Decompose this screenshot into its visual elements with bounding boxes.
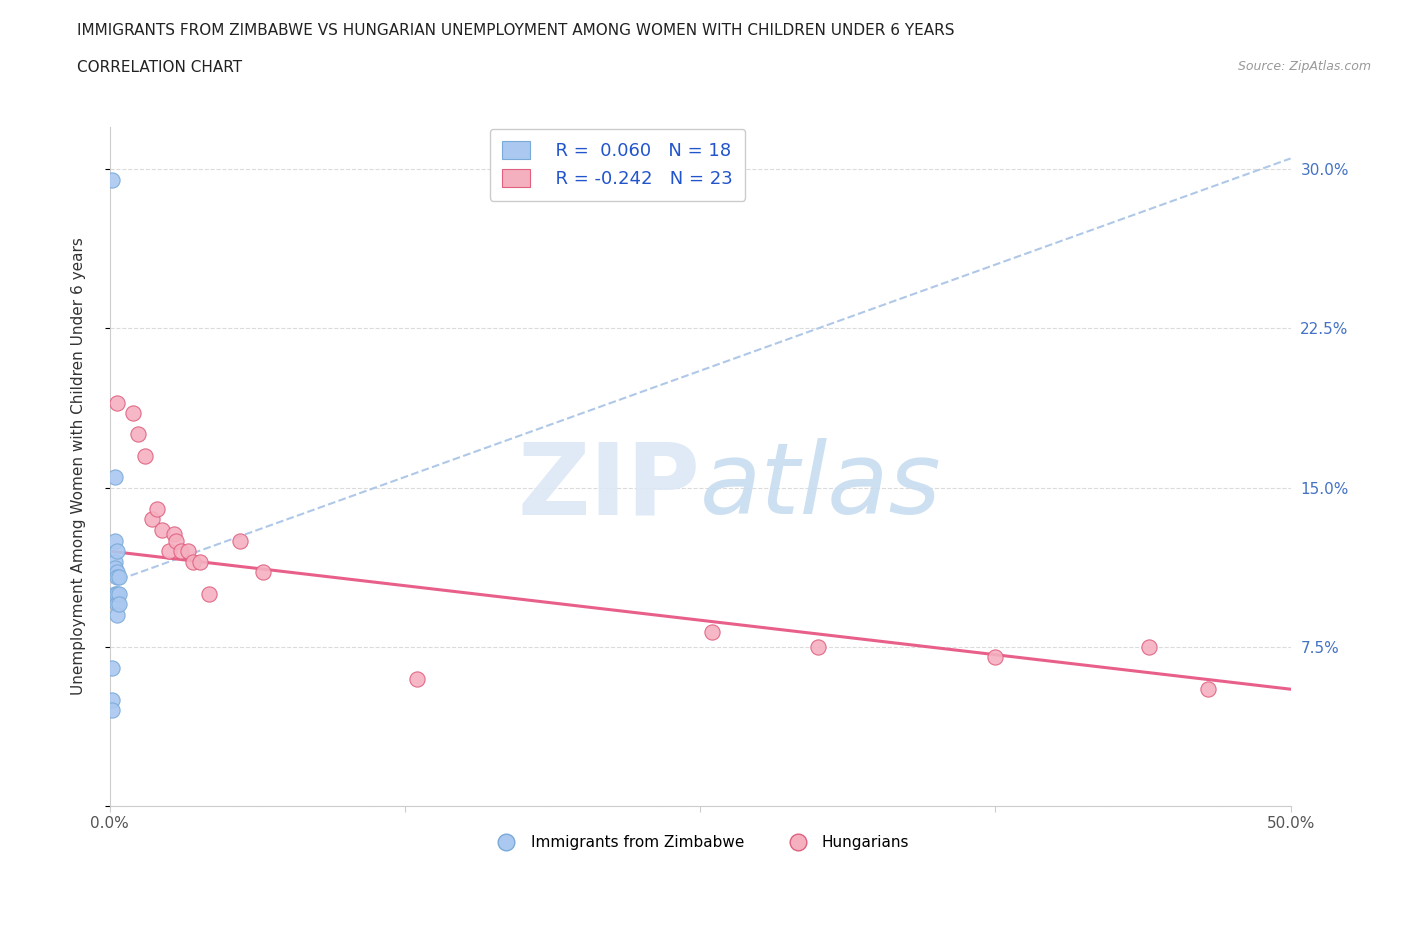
Point [108, 597, 131, 612]
Point [108, 586, 131, 601]
Point [108, 569, 131, 584]
Point [105, 597, 128, 612]
Point [122, 405, 145, 420]
Point [700, 624, 723, 639]
Point [105, 569, 128, 584]
Point [177, 544, 200, 559]
Point [1137, 639, 1160, 654]
Text: Source: ZipAtlas.com: Source: ZipAtlas.com [1237, 60, 1371, 73]
Point [103, 554, 125, 569]
Text: atlas: atlas [700, 438, 942, 535]
Text: IMMIGRANTS FROM ZIMBABWE VS HUNGARIAN UNEMPLOYMENT AMONG WOMEN WITH CHILDREN UND: IMMIGRANTS FROM ZIMBABWE VS HUNGARIAN UN… [77, 23, 955, 38]
Point [101, 172, 124, 187]
Point [103, 586, 125, 601]
Point [101, 660, 124, 675]
Point [101, 692, 124, 707]
Text: ZIP: ZIP [517, 438, 700, 535]
Point [146, 501, 169, 516]
Point [157, 544, 180, 559]
Point [141, 512, 163, 526]
Point [188, 554, 211, 569]
Point [103, 533, 125, 548]
Point [105, 395, 128, 410]
Y-axis label: Unemployment Among Women with Children Under 6 years: Unemployment Among Women with Children U… [72, 237, 86, 696]
Point [170, 544, 193, 559]
Point [105, 544, 128, 559]
Point [134, 448, 156, 463]
Point [984, 650, 1007, 665]
Point [252, 565, 274, 580]
Point [807, 639, 830, 654]
Point [103, 470, 125, 485]
Point [405, 671, 427, 686]
Point [165, 533, 187, 548]
Point [150, 523, 173, 538]
Text: CORRELATION CHART: CORRELATION CHART [77, 60, 242, 75]
Point [103, 561, 125, 576]
Point [105, 565, 128, 580]
Point [229, 533, 252, 548]
Point [162, 526, 184, 541]
Legend: Immigrants from Zimbabwe, Hungarians: Immigrants from Zimbabwe, Hungarians [485, 829, 915, 857]
Point [1197, 682, 1219, 697]
Point [105, 607, 128, 622]
Point [198, 586, 221, 601]
Point [181, 554, 204, 569]
Point [105, 586, 128, 601]
Point [127, 427, 149, 442]
Point [101, 703, 124, 718]
